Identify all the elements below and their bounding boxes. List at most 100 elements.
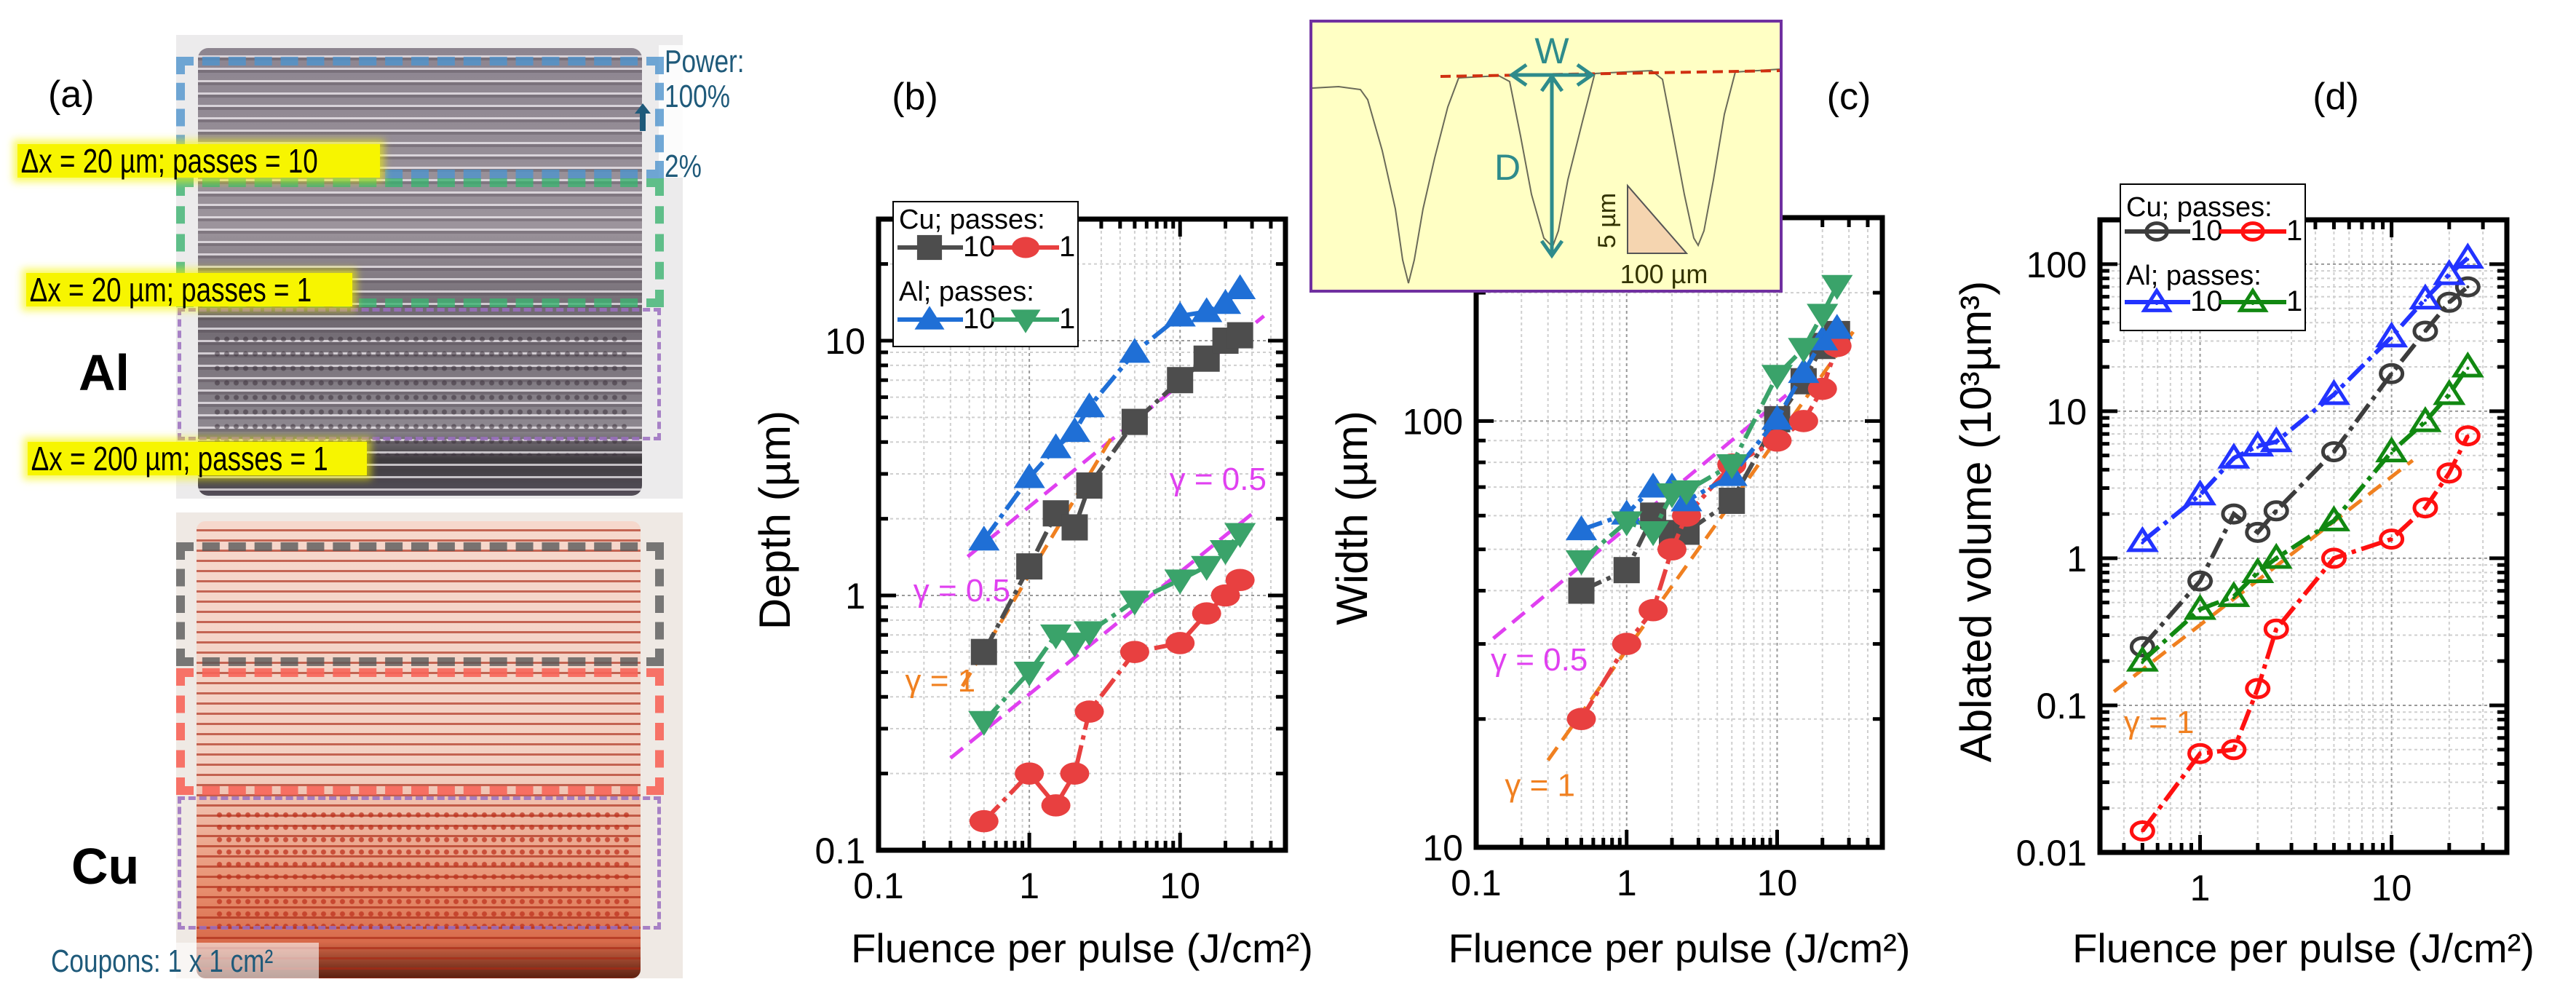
series-al-10-passes: [968, 274, 1256, 551]
data-point: [2379, 528, 2405, 550]
y-tick-label: 10: [1422, 828, 1463, 868]
data-point: [1568, 577, 1595, 604]
data-point: [1209, 289, 1242, 314]
chart-panel-b: 0.1 1 10 0.1 1 10 Fluence per pulse (J/cm²) Dep…: [750, 76, 1313, 971]
data-point: [2433, 379, 2466, 405]
y-tick-label: 10: [825, 321, 865, 362]
region-label-1-pass: Δx = 20 µm; passes = 1: [26, 273, 352, 306]
region-label-200um: Δx = 200 µm; passes = 1: [28, 442, 367, 475]
legend-marker: [1010, 309, 1041, 333]
fit-line-1: [1546, 330, 1855, 761]
fit-label: γ = 1: [905, 663, 975, 699]
fit-label: γ = 1: [1505, 767, 1575, 803]
series-line: [1579, 345, 1839, 721]
data-point: [1119, 590, 1151, 616]
data-point: [2409, 405, 2442, 432]
legend-marker: [2141, 287, 2173, 312]
series-al-1-passes: [968, 523, 1256, 736]
data-point: [1638, 598, 1668, 622]
data-point-center-dot: [2390, 372, 2393, 376]
data-point-center-dot: [2447, 301, 2451, 304]
plot-frame: [876, 216, 1288, 853]
data-point: [1565, 550, 1598, 576]
data-point-center-dot: [2141, 829, 2144, 833]
profile-inset: W D 5 µm 100 µm: [1309, 20, 1783, 293]
data-point: [1060, 762, 1090, 785]
al-region-200um-box: [178, 308, 661, 440]
data-point: [1821, 314, 1853, 339]
data-point: [968, 526, 1000, 551]
legend-entry-label: 1: [2286, 215, 2302, 247]
legend-frame: [892, 201, 1079, 347]
data-point: [1612, 633, 1641, 655]
legend-group-title: Cu; passes:: [899, 205, 1045, 235]
data-point: [2317, 505, 2350, 531]
data-point: [968, 710, 1000, 736]
data-point: [1821, 274, 1853, 300]
data-point: [1016, 553, 1043, 580]
data-point: [1788, 357, 1820, 384]
data-point: [1224, 274, 1256, 299]
series-line: [1580, 284, 1839, 563]
y-tick-label: 0.1: [815, 831, 865, 871]
data-point-center-dot: [2275, 558, 2278, 561]
data-point: [1073, 392, 1106, 418]
data-point: [1015, 762, 1045, 785]
data-point: [2436, 291, 2462, 313]
data-point: [1762, 429, 1792, 452]
data-point: [2245, 678, 2271, 700]
x-tick-label: 0.1: [1451, 863, 1502, 903]
data-point-center-dot: [2332, 520, 2336, 524]
legend: Cu; passes:10 1Al; passes:10 1: [2120, 183, 2306, 331]
data-point: [1013, 463, 1045, 488]
surface-baseline: [1440, 69, 1780, 78]
power-scale-background: [659, 45, 768, 178]
al-coupon-surface: [198, 48, 642, 496]
data-point-center-dot: [2198, 609, 2202, 612]
coupons-label-background: [176, 943, 319, 979]
legend-group-title: Al; passes:: [899, 277, 1034, 307]
data-point: [2263, 618, 2289, 640]
data-point-center-dot: [2256, 531, 2259, 534]
data-point: [1119, 641, 1149, 663]
data-point: [2125, 645, 2159, 672]
fit-label: γ = 0.5: [914, 573, 1010, 609]
data-point: [1209, 539, 1242, 566]
cu-coupon-surface: [197, 521, 641, 978]
data-point: [2433, 258, 2466, 285]
data-point-center-dot: [2332, 450, 2336, 454]
series-al-10-passes: [2125, 242, 2484, 553]
data-point: [1761, 365, 1794, 390]
fit-label: γ = 1: [2124, 705, 2195, 740]
series-cu-1-passes: [969, 569, 1255, 833]
legend-marker: [2144, 221, 2169, 242]
data-point: [1807, 377, 1837, 400]
data-point: [2221, 503, 2247, 525]
data-point: [1164, 569, 1196, 595]
power-title: Power:: [665, 44, 745, 79]
data-point: [2409, 283, 2442, 310]
data-point: [2129, 636, 2155, 658]
legend-group-title: Cu; passes:: [2126, 192, 2272, 223]
power-up-arrow-icon: [635, 103, 651, 131]
x-axis-title: Fluence per pulse (J/cm²): [851, 925, 1313, 971]
series-line: [982, 287, 1242, 542]
data-point-center-dot: [2198, 752, 2202, 756]
x-tick-label: 1: [2190, 868, 2211, 908]
legend-marker-center-dot: [2251, 302, 2254, 305]
x-axis-title: Fluence per pulse (J/cm²): [2072, 925, 2535, 971]
legend-group-title: Al; passes:: [2126, 261, 2262, 291]
chart-panel-d: 1 10 0.01 0.1 1 10 100 Fluence per pulse (J/cm²…: [1951, 76, 2535, 971]
data-point: [2245, 521, 2271, 543]
panel-label: (b): [892, 76, 938, 118]
x-axis-title: Fluence per pulse (J/cm²): [1448, 925, 1911, 971]
data-point: [1788, 410, 1818, 432]
series-cu-1-passes: [2129, 425, 2481, 841]
data-point-center-dot: [2466, 258, 2470, 261]
data-point: [2125, 526, 2159, 553]
data-point-center-dot: [2275, 509, 2278, 512]
scale-horizontal-label: 100 µm: [1620, 259, 1708, 289]
width-label: W: [1534, 31, 1569, 71]
data-point: [1039, 433, 1072, 459]
